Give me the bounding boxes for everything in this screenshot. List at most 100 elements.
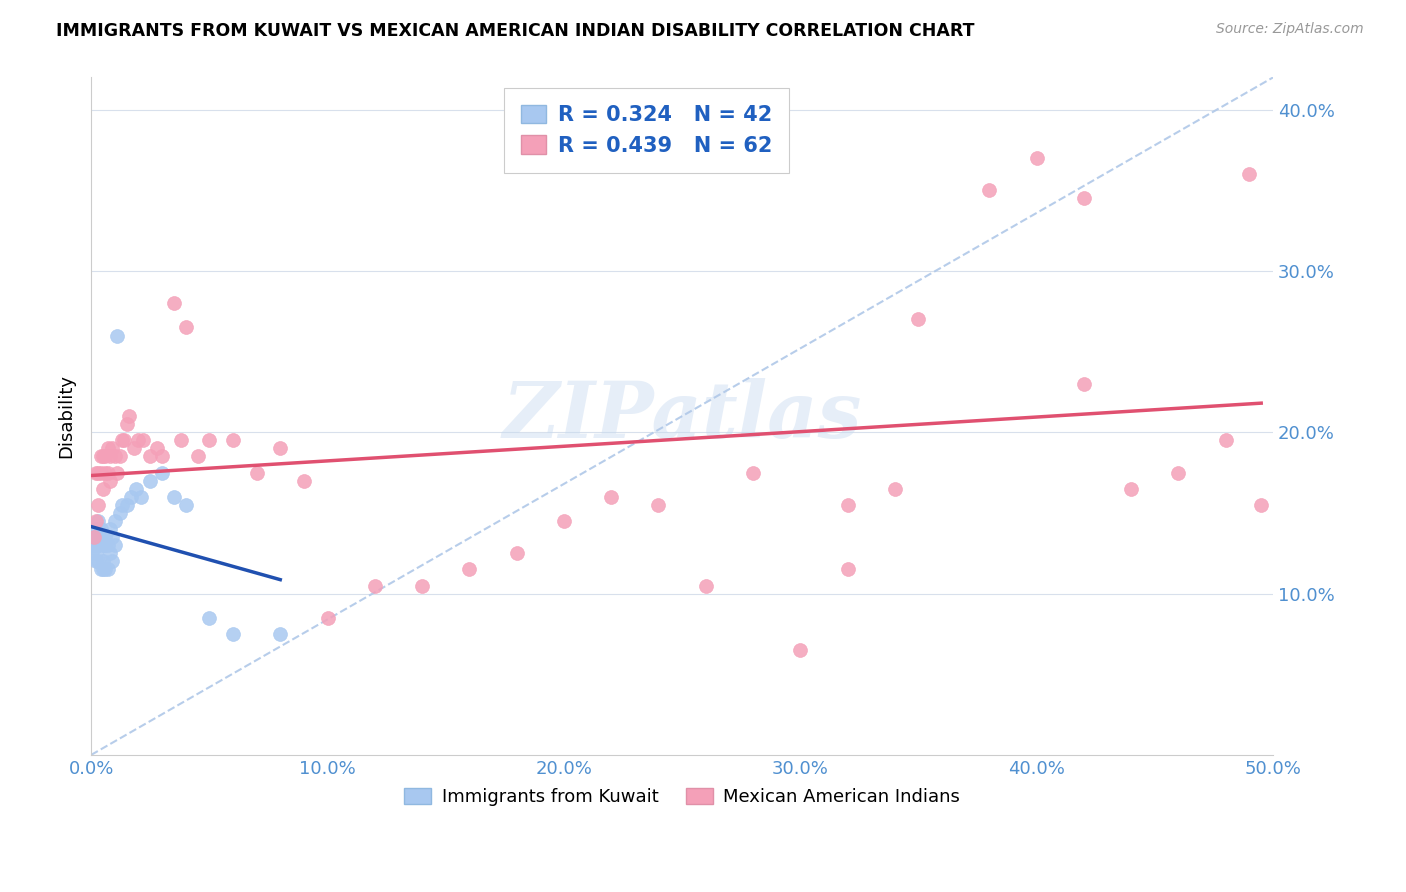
Point bbox=[101, 554, 124, 568]
Legend: Immigrants from Kuwait, Mexican American Indians: Immigrants from Kuwait, Mexican American… bbox=[396, 780, 967, 814]
Point bbox=[146, 442, 169, 456]
Point bbox=[94, 538, 117, 552]
Point bbox=[90, 530, 112, 544]
Point bbox=[411, 578, 433, 592]
Point bbox=[364, 578, 387, 592]
Point bbox=[695, 578, 717, 592]
Point bbox=[97, 466, 120, 480]
Point bbox=[90, 466, 112, 480]
Point bbox=[198, 611, 221, 625]
Point bbox=[742, 466, 765, 480]
Point bbox=[98, 546, 121, 560]
Point bbox=[127, 434, 149, 448]
Point bbox=[108, 450, 131, 464]
Point bbox=[91, 482, 114, 496]
Point bbox=[292, 474, 315, 488]
Point bbox=[90, 450, 112, 464]
Point bbox=[132, 434, 155, 448]
Point bbox=[458, 562, 481, 576]
Point bbox=[186, 450, 208, 464]
Point bbox=[84, 546, 107, 560]
Point bbox=[174, 320, 197, 334]
Point bbox=[150, 466, 173, 480]
Point bbox=[84, 514, 107, 528]
Point bbox=[105, 328, 128, 343]
Point bbox=[98, 522, 121, 536]
Point bbox=[94, 450, 117, 464]
Point bbox=[907, 312, 929, 326]
Point bbox=[1215, 434, 1237, 448]
Y-axis label: Disability: Disability bbox=[58, 374, 75, 458]
Point bbox=[84, 466, 107, 480]
Point bbox=[91, 538, 114, 552]
Point bbox=[97, 562, 120, 576]
Point bbox=[837, 498, 859, 512]
Point bbox=[1167, 466, 1189, 480]
Point bbox=[84, 538, 107, 552]
Point bbox=[84, 522, 107, 536]
Point bbox=[115, 498, 138, 512]
Point bbox=[979, 183, 1001, 197]
Point bbox=[94, 466, 117, 480]
Point bbox=[84, 554, 107, 568]
Point bbox=[90, 562, 112, 576]
Point bbox=[108, 506, 131, 520]
Point bbox=[174, 498, 197, 512]
Point bbox=[222, 434, 245, 448]
Point bbox=[316, 611, 339, 625]
Point bbox=[1073, 191, 1095, 205]
Point bbox=[90, 522, 112, 536]
Point bbox=[97, 442, 120, 456]
Point bbox=[91, 562, 114, 576]
Point bbox=[87, 554, 110, 568]
Point bbox=[1121, 482, 1143, 496]
Point bbox=[125, 482, 148, 496]
Point bbox=[269, 627, 291, 641]
Point bbox=[139, 474, 162, 488]
Point bbox=[83, 530, 105, 544]
Point bbox=[83, 541, 105, 556]
Point bbox=[1025, 151, 1047, 165]
Point bbox=[97, 538, 120, 552]
Point bbox=[553, 514, 575, 528]
Point bbox=[505, 546, 527, 560]
Point bbox=[87, 538, 110, 552]
Text: ZIPatlas: ZIPatlas bbox=[502, 378, 862, 454]
Point bbox=[222, 627, 245, 641]
Text: Source: ZipAtlas.com: Source: ZipAtlas.com bbox=[1216, 22, 1364, 37]
Point bbox=[170, 434, 193, 448]
Point bbox=[837, 562, 859, 576]
Point bbox=[122, 442, 145, 456]
Point bbox=[101, 530, 124, 544]
Point bbox=[104, 538, 127, 552]
Point bbox=[104, 514, 127, 528]
Point bbox=[118, 409, 141, 424]
Point bbox=[120, 490, 142, 504]
Point bbox=[83, 538, 105, 552]
Point bbox=[94, 562, 117, 576]
Point bbox=[600, 490, 623, 504]
Point bbox=[87, 530, 110, 544]
Point bbox=[87, 514, 110, 528]
Point bbox=[129, 490, 152, 504]
Point bbox=[83, 530, 105, 544]
Point bbox=[98, 474, 121, 488]
Point bbox=[91, 450, 114, 464]
Point bbox=[104, 450, 127, 464]
Point bbox=[87, 498, 110, 512]
Point bbox=[98, 450, 121, 464]
Point bbox=[94, 530, 117, 544]
Point bbox=[647, 498, 669, 512]
Point bbox=[150, 450, 173, 464]
Point bbox=[115, 417, 138, 432]
Point bbox=[198, 434, 221, 448]
Point bbox=[139, 450, 162, 464]
Point bbox=[91, 554, 114, 568]
Point bbox=[163, 296, 186, 310]
Point bbox=[1250, 498, 1272, 512]
Point bbox=[246, 466, 269, 480]
Point bbox=[87, 466, 110, 480]
Point bbox=[1239, 167, 1261, 181]
Text: IMMIGRANTS FROM KUWAIT VS MEXICAN AMERICAN INDIAN DISABILITY CORRELATION CHART: IMMIGRANTS FROM KUWAIT VS MEXICAN AMERIC… bbox=[56, 22, 974, 40]
Point bbox=[163, 490, 186, 504]
